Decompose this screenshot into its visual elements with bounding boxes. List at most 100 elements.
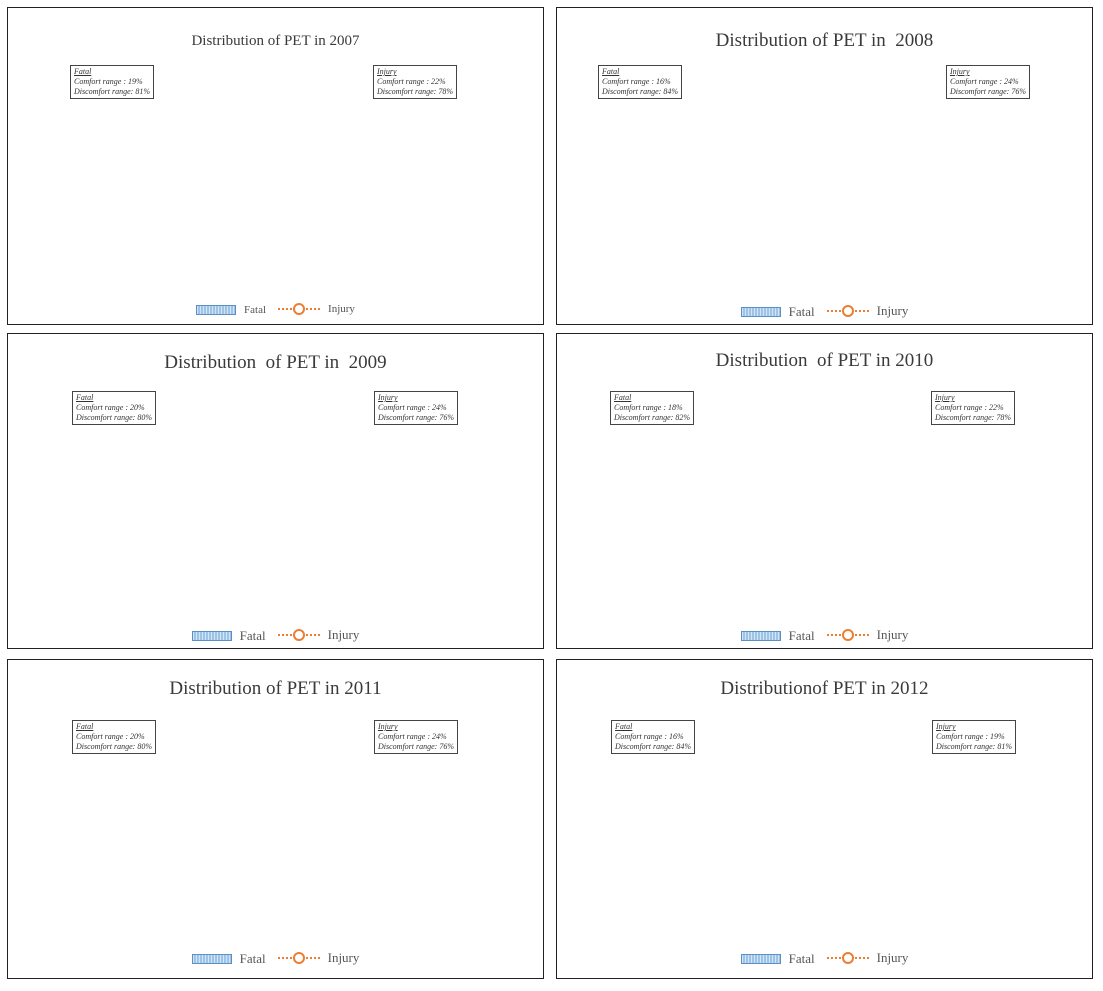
fatal-note-discomfort: Discomfort range: 80% <box>76 413 152 422</box>
injury-note-comfort: Comfort range : 22% <box>377 77 446 86</box>
chart-legend: Fatal Injury <box>8 303 543 318</box>
legend-label-fatal: Fatal <box>788 304 815 319</box>
legend-label-fatal: Fatal <box>239 628 266 643</box>
legend-swatch-injury <box>826 629 869 641</box>
legend-label-injury: Injury <box>876 627 909 642</box>
chart-legend: Fatal Injury <box>557 303 1092 321</box>
chart-title: Distribution of PET in 2010 <box>715 350 934 371</box>
injury-note-box: Injury Comfort range : 24% Discomfort rang… <box>374 720 458 754</box>
legend-item-injury: Injury <box>826 950 909 966</box>
injury-note-comfort: Comfort range : 19% <box>936 732 1005 741</box>
chart-panel: Distribution of PET in 2010 Fatal Injury <box>556 333 1093 649</box>
fatal-note-comfort: Comfort range : 20% <box>76 732 145 741</box>
injury-note-discomfort: Discomfort range: 78% <box>935 413 1011 422</box>
fatal-note-heading: Fatal <box>76 722 94 731</box>
chart-panel: Distribution of PET in 2011 Fatal Injury <box>7 659 544 979</box>
chart-title: Distribution of PET in 2009 <box>164 352 387 373</box>
fatal-note-comfort: Comfort range : 20% <box>76 403 145 412</box>
injury-note-box: Injury Comfort range : 22% Discomfort rang… <box>373 65 457 99</box>
legend-label-fatal: Fatal <box>788 951 815 966</box>
fatal-note-comfort: Comfort range : 16% <box>602 77 671 86</box>
legend-swatch-fatal <box>191 631 232 641</box>
fatal-note-discomfort: Discomfort range: 80% <box>76 742 152 751</box>
injury-note-comfort: Comfort range : 24% <box>378 732 447 741</box>
chart-legend: Fatal Injury <box>8 950 543 968</box>
fatal-note-box: Fatal Comfort range : 19% Discomfort range… <box>70 65 154 99</box>
injury-note-heading: Injury <box>378 393 398 402</box>
fatal-note-heading: Fatal <box>602 67 620 76</box>
legend-item-fatal: Fatal <box>740 628 815 644</box>
fatal-note-box: Fatal Comfort range : 16% Discomfort range… <box>598 65 682 99</box>
legend-label-injury: Injury <box>327 950 360 965</box>
fatal-note-heading: Fatal <box>76 393 94 402</box>
legend-swatch-fatal <box>191 954 232 964</box>
injury-note-discomfort: Discomfort range: 81% <box>936 742 1012 751</box>
fatal-note-box: Fatal Comfort range : 20% Discomfort range… <box>72 391 156 425</box>
legend-item-fatal: Fatal <box>196 304 266 316</box>
legend-label-injury: Injury <box>327 627 360 642</box>
legend-label-injury: Injury <box>876 303 909 318</box>
chart-title: Distributionof PET in 2012 <box>720 678 929 699</box>
legend-label-fatal: Fatal <box>244 304 267 316</box>
injury-note-comfort: Comfort range : 24% <box>950 77 1019 86</box>
injury-note-heading: Injury <box>950 67 970 76</box>
legend-item-injury: Injury <box>278 303 355 315</box>
fatal-note-box: Fatal Comfort range : 18% Discomfort range… <box>610 391 694 425</box>
legend-label-injury: Injury <box>876 950 909 965</box>
legend-swatch-fatal <box>740 631 781 641</box>
injury-note-discomfort: Discomfort range: 76% <box>378 742 454 751</box>
legend-item-injury: Injury <box>826 303 909 319</box>
chart-panel: Distributionof PET in 2012 Fatal Injury <box>556 659 1093 979</box>
legend-swatch-injury <box>826 952 869 964</box>
legend-label-fatal: Fatal <box>788 628 815 643</box>
injury-note-discomfort: Discomfort range: 78% <box>377 87 453 96</box>
fatal-note-heading: Fatal <box>74 67 92 76</box>
chart-legend: Fatal Injury <box>557 627 1092 645</box>
injury-note-comfort: Comfort range : 22% <box>935 403 1004 412</box>
injury-note-box: Injury Comfort range : 24% Discomfort rang… <box>374 391 458 425</box>
fatal-note-discomfort: Discomfort range: 81% <box>74 87 150 96</box>
legend-item-injury: Injury <box>826 627 909 643</box>
chart-panel: Distribution of PET in 2007 Fatal Injury <box>7 7 544 325</box>
chart-title: Distribution of PET in 2011 <box>169 678 382 699</box>
legend-item-fatal: Fatal <box>191 628 266 644</box>
legend-item-fatal: Fatal <box>740 951 815 967</box>
fatal-note-heading: Fatal <box>615 722 633 731</box>
legend-label-fatal: Fatal <box>239 951 266 966</box>
legend-item-injury: Injury <box>277 950 360 966</box>
legend-item-injury: Injury <box>277 627 360 643</box>
chart-panel: Distribution of PET in 2008 Fatal Injury <box>556 7 1093 325</box>
fatal-note-discomfort: Discomfort range: 84% <box>615 742 691 751</box>
legend-swatch-fatal <box>740 307 781 317</box>
legend-swatch-fatal <box>196 305 237 315</box>
chart-title: Distribution of PET in 2007 <box>191 33 360 49</box>
fatal-note-comfort: Comfort range : 19% <box>74 77 143 86</box>
fatal-note-discomfort: Discomfort range: 84% <box>602 87 678 96</box>
fatal-note-comfort: Comfort range : 18% <box>614 403 683 412</box>
injury-note-box: Injury Comfort range : 24% Discomfort rang… <box>946 65 1030 99</box>
injury-note-box: Injury Comfort range : 22% Discomfort rang… <box>931 391 1015 425</box>
fatal-note-box: Fatal Comfort range : 16% Discomfort range… <box>611 720 695 754</box>
injury-note-comfort: Comfort range : 24% <box>378 403 447 412</box>
fatal-note-discomfort: Discomfort range: 82% <box>614 413 690 422</box>
legend-swatch-fatal <box>740 954 781 964</box>
chart-legend: Fatal Injury <box>557 950 1092 968</box>
chart-legend: Fatal Injury <box>8 627 543 645</box>
injury-note-discomfort: Discomfort range: 76% <box>378 413 454 422</box>
injury-note-heading: Injury <box>377 67 397 76</box>
legend-item-fatal: Fatal <box>191 951 266 967</box>
legend-swatch-injury <box>277 629 320 641</box>
chart-panel: Distribution of PET in 2009 Fatal Injury <box>7 333 544 649</box>
legend-swatch-injury <box>277 952 320 964</box>
chart-title: Distribution of PET in 2008 <box>715 30 934 51</box>
injury-note-box: Injury Comfort range : 19% Discomfort rang… <box>932 720 1016 754</box>
injury-note-heading: Injury <box>935 393 955 402</box>
fatal-note-box: Fatal Comfort range : 20% Discomfort range… <box>72 720 156 754</box>
injury-note-heading: Injury <box>378 722 398 731</box>
fatal-note-heading: Fatal <box>614 393 632 402</box>
injury-note-heading: Injury <box>936 722 956 731</box>
fatal-note-comfort: Comfort range : 16% <box>615 732 684 741</box>
legend-label-injury: Injury <box>328 303 355 315</box>
legend-item-fatal: Fatal <box>740 304 815 320</box>
